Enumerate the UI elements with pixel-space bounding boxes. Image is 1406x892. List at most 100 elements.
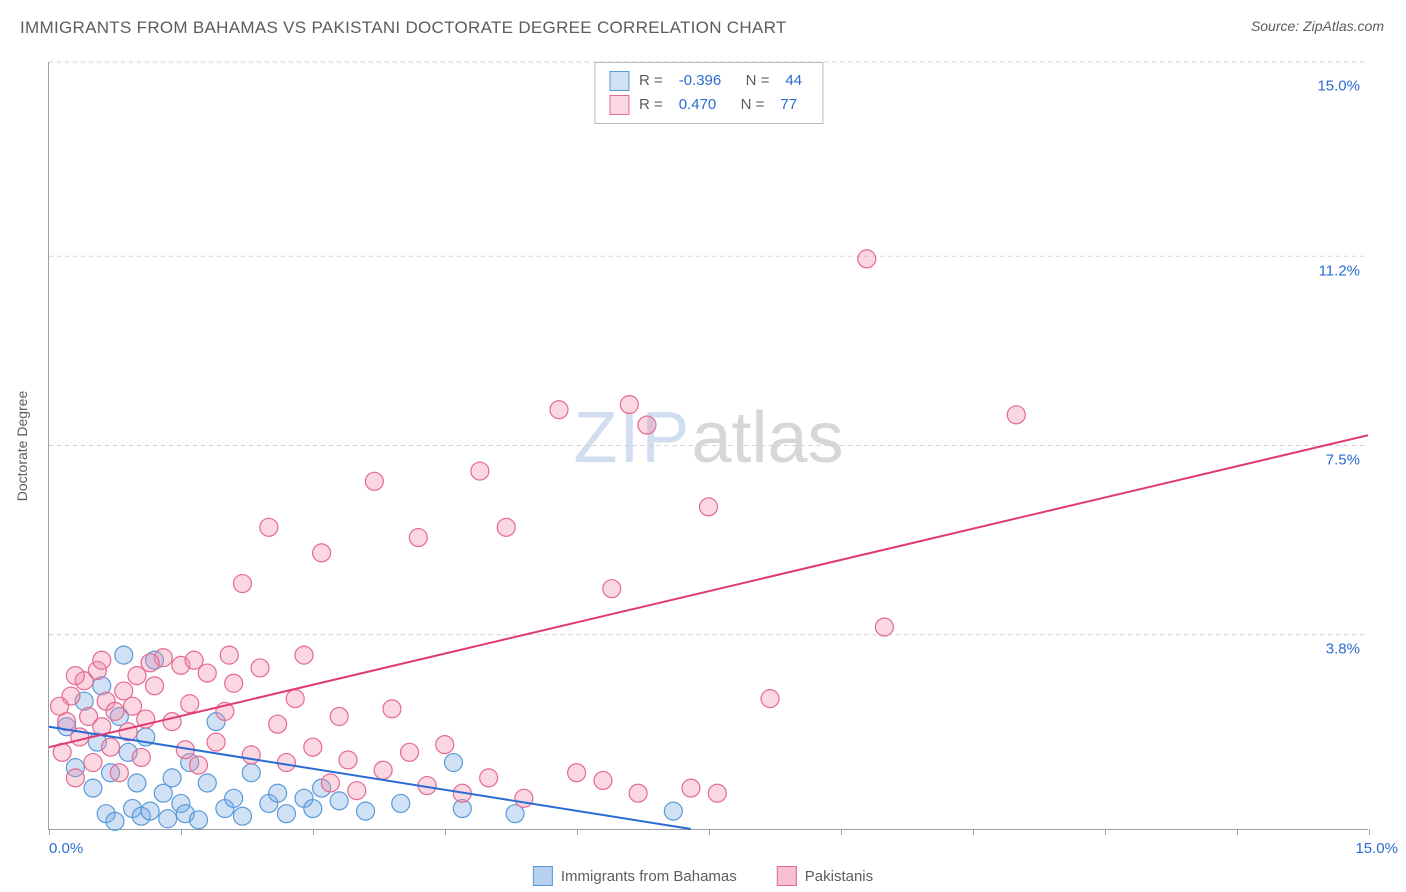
data-point (66, 667, 84, 685)
data-point (115, 646, 133, 664)
data-point (568, 764, 586, 782)
series-legend-label: Pakistanis (805, 868, 873, 885)
series-legend-item: Immigrants from Bahamas (533, 866, 737, 886)
data-point (106, 702, 124, 720)
data-point (295, 646, 313, 664)
data-point (225, 674, 243, 692)
data-point (313, 544, 331, 562)
scatter-svg (49, 62, 1368, 829)
data-point (106, 812, 124, 830)
data-point (163, 769, 181, 787)
data-point (251, 659, 269, 677)
data-point (198, 774, 216, 792)
data-point (146, 677, 164, 695)
data-point (339, 751, 357, 769)
legend-swatch (533, 866, 553, 886)
data-point (277, 754, 295, 772)
legend-row: R = -0.396 N = 44 (609, 69, 808, 93)
data-point (233, 807, 251, 825)
series-legend-label: Immigrants from Bahamas (561, 868, 737, 885)
data-point (304, 800, 322, 818)
x-axis-min-label: 0.0% (49, 840, 83, 857)
legend-r-value: 0.470 (679, 93, 717, 117)
data-point (445, 754, 463, 772)
legend-n-label: N = (732, 93, 764, 117)
legend-swatch (609, 71, 629, 91)
data-point (603, 580, 621, 598)
data-point (189, 811, 207, 829)
plot-area: ZIPatlas 3.8%7.5%11.2%15.0% 0.0% 15.0% R… (48, 62, 1368, 830)
correlation-legend: R = -0.396 N = 44 R = 0.470 N = 77 (594, 62, 823, 124)
legend-swatch (609, 95, 629, 115)
correlation-chart: IMMIGRANTS FROM BAHAMAS VS PAKISTANI DOC… (0, 0, 1406, 892)
data-point (132, 748, 150, 766)
x-tick-mark (313, 829, 314, 835)
data-point (286, 690, 304, 708)
data-point (1007, 406, 1025, 424)
data-point (348, 782, 366, 800)
data-point (682, 779, 700, 797)
data-point (51, 697, 69, 715)
x-tick-mark (1105, 829, 1106, 835)
legend-n-label: N = (737, 69, 769, 93)
x-tick-mark (841, 829, 842, 835)
data-point (220, 646, 238, 664)
data-point (594, 771, 612, 789)
data-point (858, 250, 876, 268)
y-tick-label: 3.8% (1326, 641, 1360, 658)
series-legend-item: Pakistanis (777, 866, 873, 886)
x-tick-mark (445, 829, 446, 835)
data-point (304, 738, 322, 756)
data-point (365, 472, 383, 490)
data-point (163, 713, 181, 731)
legend-n-value: 44 (785, 69, 802, 93)
data-point (242, 746, 260, 764)
data-point (321, 774, 339, 792)
data-point (700, 498, 718, 516)
x-tick-mark (1237, 829, 1238, 835)
data-point (102, 738, 120, 756)
data-point (629, 784, 647, 802)
data-point (550, 401, 568, 419)
data-point (66, 769, 84, 787)
data-point (128, 774, 146, 792)
data-point (242, 764, 260, 782)
x-tick-mark (709, 829, 710, 835)
data-point (708, 784, 726, 802)
data-point (141, 802, 159, 820)
legend-r-label: R = (639, 69, 663, 93)
data-point (497, 518, 515, 536)
data-point (277, 805, 295, 823)
chart-title: IMMIGRANTS FROM BAHAMAS VS PAKISTANI DOC… (20, 18, 787, 38)
data-point (620, 396, 638, 414)
x-axis-max-label: 15.0% (1355, 840, 1398, 857)
data-point (185, 651, 203, 669)
data-point (357, 802, 375, 820)
data-point (409, 529, 427, 547)
legend-r-value: -0.396 (679, 69, 722, 93)
data-point (141, 654, 159, 672)
data-point (260, 518, 278, 536)
data-point (269, 784, 287, 802)
data-point (233, 575, 251, 593)
legend-swatch (777, 866, 797, 886)
y-tick-label: 11.2% (1319, 262, 1360, 279)
series-legend: Immigrants from Bahamas Pakistanis (533, 866, 873, 886)
data-point (330, 708, 348, 726)
data-point (875, 618, 893, 636)
x-tick-mark (49, 829, 50, 835)
data-point (84, 779, 102, 797)
data-point (392, 794, 410, 812)
data-point (480, 769, 498, 787)
legend-n-value: 77 (780, 93, 797, 117)
x-tick-mark (577, 829, 578, 835)
data-point (207, 733, 225, 751)
y-tick-label: 15.0% (1317, 78, 1360, 95)
x-tick-mark (1369, 829, 1370, 835)
legend-row: R = 0.470 N = 77 (609, 93, 808, 117)
x-tick-mark (181, 829, 182, 835)
data-point (269, 715, 287, 733)
legend-r-label: R = (639, 93, 663, 117)
y-tick-label: 7.5% (1326, 452, 1360, 469)
data-point (761, 690, 779, 708)
